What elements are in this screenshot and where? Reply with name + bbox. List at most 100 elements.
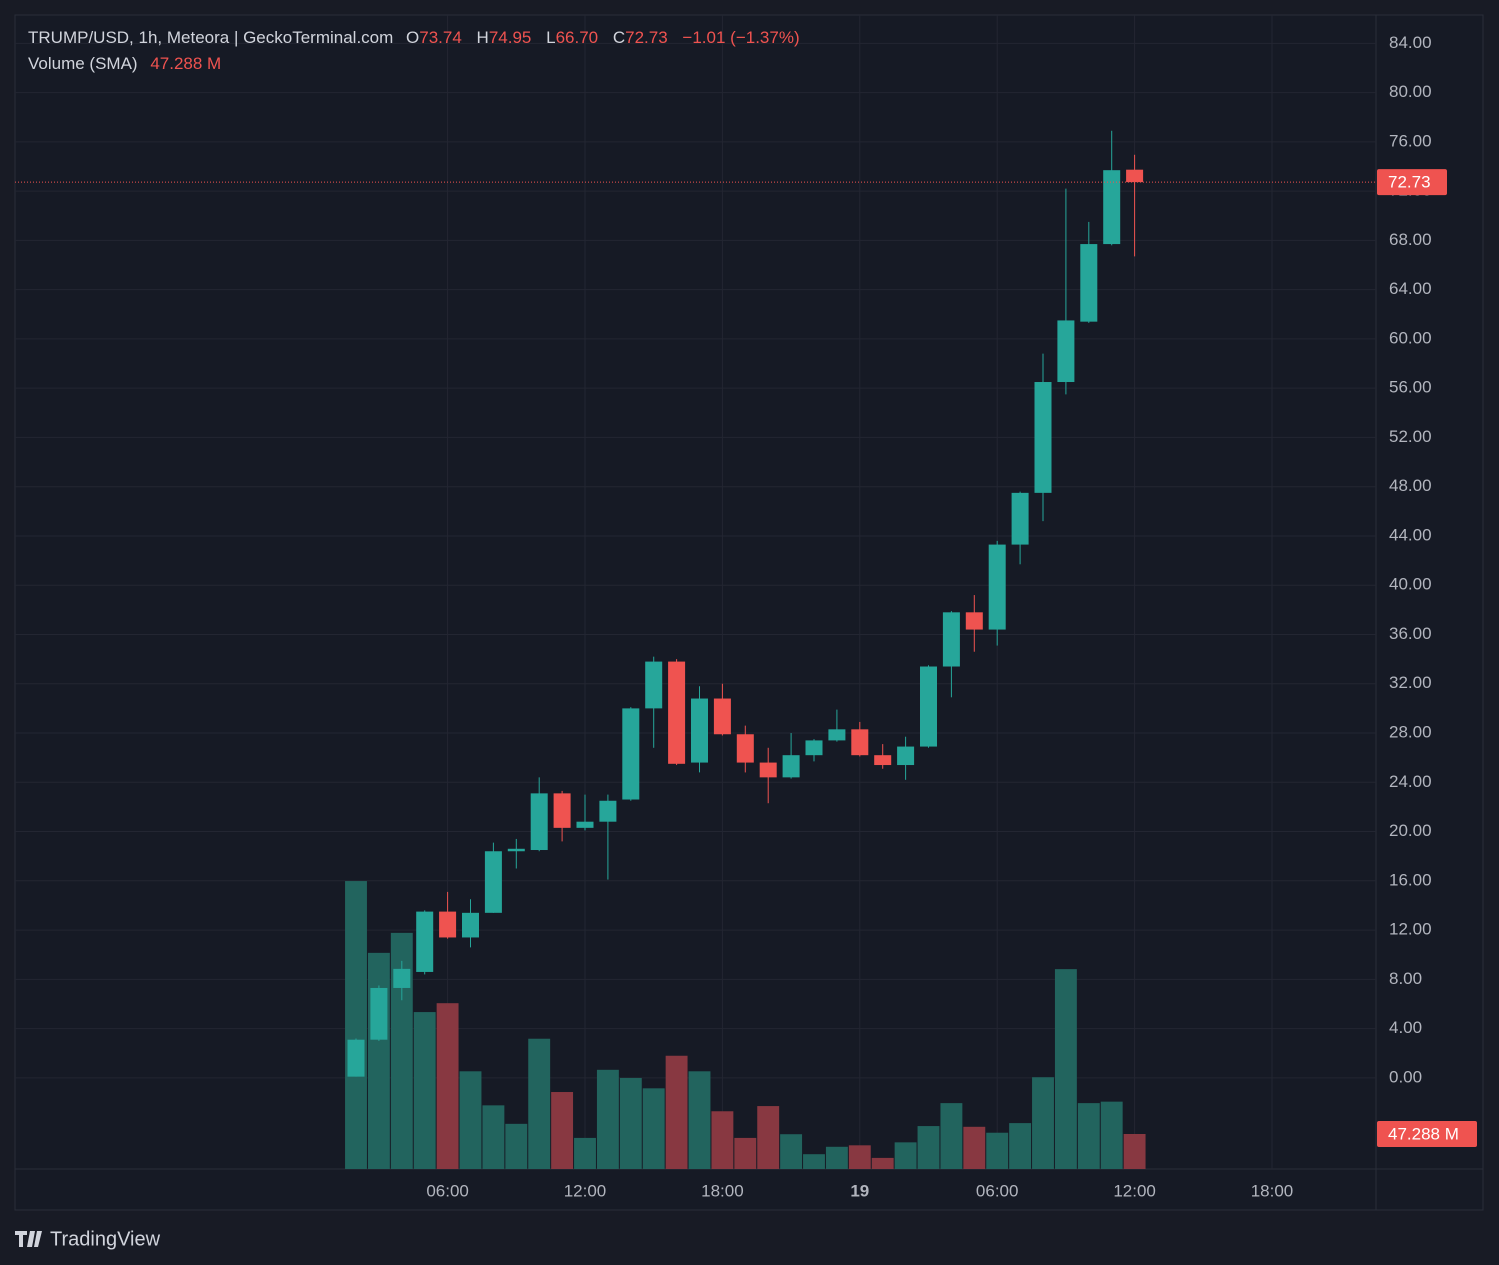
y-tick-label: 40.00 [1389, 575, 1432, 594]
candle-body [1057, 320, 1075, 383]
volume-bar [596, 1069, 619, 1169]
y-tick-label: 12.00 [1389, 920, 1432, 939]
candle-body [805, 740, 823, 756]
candle-body [942, 612, 960, 667]
candle-body [347, 1039, 365, 1077]
candle-body [393, 968, 411, 988]
candle-body [1080, 244, 1098, 322]
legend-key: C [613, 28, 625, 47]
volume-bar [963, 1126, 986, 1169]
volume-bar [1100, 1101, 1123, 1169]
candle-body [507, 848, 525, 852]
volume-bar [551, 1092, 574, 1169]
y-tick-label: 48.00 [1389, 476, 1432, 495]
y-tick-label: 36.00 [1389, 624, 1432, 643]
volume-bar [619, 1077, 642, 1169]
volume-legend: Volume (SMA) 47.288 M [28, 54, 221, 73]
candle-body [645, 661, 663, 709]
volume-bar [505, 1123, 528, 1169]
candle-body [988, 544, 1006, 630]
volume-bar [986, 1132, 1009, 1169]
volume-bar [459, 1071, 482, 1169]
x-tick-label: 12:00 [1113, 1181, 1156, 1200]
y-tick-label: 24.00 [1389, 772, 1432, 791]
candle-body [622, 708, 640, 800]
x-tick-label: 18:00 [1251, 1181, 1294, 1200]
candle-body [553, 793, 571, 828]
legend-value: 66.70 [556, 28, 599, 47]
legend-change: −1.01 (−1.37%) [682, 28, 799, 47]
candle-body [576, 821, 594, 828]
volume-bar [711, 1111, 734, 1169]
x-tick-label: 12:00 [564, 1181, 607, 1200]
chart-frame [14, 14, 1484, 1211]
candle-body [828, 729, 846, 741]
candle-body [416, 911, 434, 972]
volume-bar [436, 1003, 459, 1169]
volume-bar [940, 1103, 963, 1169]
candle-body [599, 800, 617, 822]
volume-bar [1054, 969, 1077, 1169]
candle-body [759, 762, 777, 778]
volume-bar [413, 1012, 436, 1169]
y-tick-label: 16.00 [1389, 870, 1432, 889]
volume-layer [345, 881, 1146, 1169]
candle-body [897, 746, 915, 766]
volume-bar [871, 1157, 894, 1169]
grid [15, 15, 1376, 1169]
candle-body [736, 734, 754, 763]
y-tick-label: 84.00 [1389, 33, 1432, 52]
price-tag [1377, 169, 1447, 196]
y-tick-label: 20.00 [1389, 821, 1432, 840]
candle-body [439, 911, 457, 938]
volume-bar [345, 881, 367, 1169]
volume-bar [1009, 1123, 1032, 1169]
volume-bar [665, 1055, 688, 1169]
y-tick-label: 8.00 [1389, 969, 1422, 988]
y-tick-label: 4.00 [1389, 1018, 1422, 1037]
candle-body [484, 851, 502, 913]
legend-value: 72.73 [625, 28, 668, 47]
volume-bar [482, 1105, 505, 1169]
y-tick-label: 28.00 [1389, 723, 1432, 742]
volume-bar [367, 952, 390, 1169]
volume-bar [528, 1038, 551, 1169]
volume-bar [642, 1088, 665, 1169]
volume-bar [688, 1071, 711, 1169]
y-tick-label: 0.00 [1389, 1067, 1422, 1086]
y-tick-label: 44.00 [1389, 525, 1432, 544]
volume-bar [848, 1145, 871, 1169]
title: TRUMP/USD, 1h, Meteora | GeckoTerminal.c… [28, 28, 393, 47]
volume-bar [780, 1134, 803, 1169]
candle-layer [15, 130, 1376, 1077]
y-tick-label: 76.00 [1389, 131, 1432, 150]
y-tick-label: 68.00 [1389, 230, 1432, 249]
legend-value: 73.74 [419, 28, 462, 47]
candle-body [1011, 492, 1029, 545]
axes: 0.00 4.00 8.00 12.00 16.00 20.00 24.00 28.00 32.… [426, 33, 1477, 1200]
volume-value: 47.288 M [150, 54, 221, 73]
candle-body [965, 612, 983, 630]
candle-body [370, 987, 388, 1040]
brand: TradingView [50, 1228, 161, 1250]
volume-bar [574, 1137, 596, 1169]
legend-key: L [546, 28, 555, 47]
volume-bar [757, 1106, 780, 1169]
volume-bar [1123, 1133, 1146, 1169]
chart-title: TRUMP/USD, 1h, Meteora | GeckoTerminal.c… [28, 28, 800, 47]
y-tick-label: 52.00 [1389, 427, 1432, 446]
y-tick-label: 80.00 [1389, 82, 1432, 101]
candle-body [1103, 170, 1121, 245]
legend-value: 74.95 [489, 28, 532, 47]
x-tick-label: 18:00 [701, 1181, 744, 1200]
legend-key: O [406, 28, 419, 47]
candle-body [668, 661, 686, 764]
candle-body [713, 698, 731, 735]
price-tag-label: 72.73 [1388, 173, 1431, 192]
y-tick-label: 64.00 [1389, 279, 1432, 298]
x-tick-label: 06:00 [426, 1181, 469, 1200]
candle-body [530, 793, 548, 851]
legend-key: H [477, 28, 489, 47]
volume-bar [894, 1142, 917, 1169]
